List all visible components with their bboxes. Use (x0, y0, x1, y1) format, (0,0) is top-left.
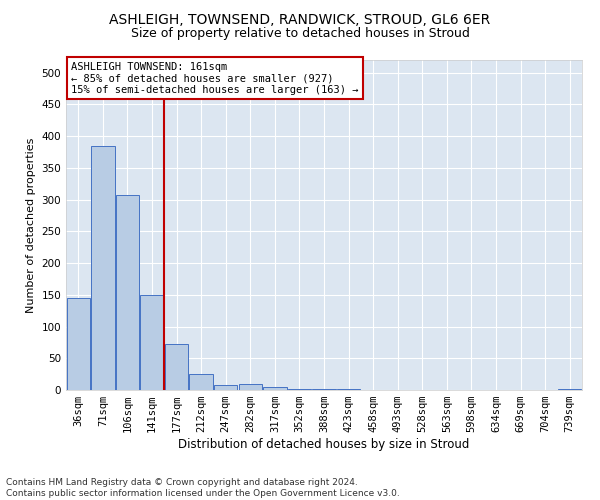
Bar (239, 384, 262, 390)
Text: ASHLEIGH, TOWNSEND, RANDWICK, STROUD, GL6 6ER: ASHLEIGH, TOWNSEND, RANDWICK, STROUD, GL… (109, 12, 491, 26)
Y-axis label: Number of detached properties: Number of detached properties (26, 138, 36, 312)
Bar (313, 388, 335, 390)
Bar (165, 344, 188, 390)
Bar (214, 385, 238, 390)
Bar (190, 374, 213, 390)
Bar (558, 388, 581, 390)
Bar (67, 298, 90, 390)
Bar (140, 295, 164, 390)
Text: Contains HM Land Registry data © Crown copyright and database right 2024.
Contai: Contains HM Land Registry data © Crown c… (6, 478, 400, 498)
Bar (263, 388, 287, 390)
X-axis label: Distribution of detached houses by size in Stroud: Distribution of detached houses by size … (178, 438, 470, 451)
Bar (116, 195, 139, 390)
Bar (91, 146, 115, 390)
Text: Size of property relative to detached houses in Stroud: Size of property relative to detached ho… (131, 28, 469, 40)
Bar (288, 388, 311, 390)
Text: ASHLEIGH TOWNSEND: 161sqm
← 85% of detached houses are smaller (927)
15% of semi: ASHLEIGH TOWNSEND: 161sqm ← 85% of detac… (71, 62, 359, 95)
